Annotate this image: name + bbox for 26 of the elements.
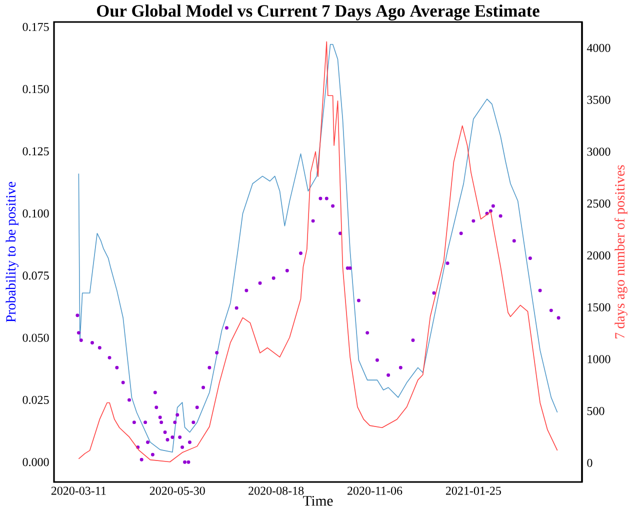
y-tick-label: 0.000 [22, 458, 49, 466]
x-tick-label: 2020-11-06 [348, 486, 402, 495]
x-tick-label: 2021-01-25 [446, 486, 501, 495]
y-tick-label: 0.050 [22, 334, 49, 342]
y-tick-label: 0.175 [22, 22, 49, 32]
y-tick-label: 0.025 [22, 396, 49, 404]
x-tick-label: 2020-03-11 [51, 486, 106, 495]
y2-tick-label: 2000 [587, 251, 610, 260]
y2-tick-label: 500 [587, 406, 604, 416]
x-tick-label: 2020-08-18 [248, 486, 304, 495]
y2-tick-label: 3500 [587, 96, 610, 104]
y2-tick-label: 2500 [587, 200, 610, 208]
y-tick-label: 0.075 [22, 272, 49, 280]
y-tick-label: 0.100 [22, 209, 49, 218]
y2-tick-label: 1000 [588, 355, 610, 364]
chart-title: Our Global Model vs Current 7 Days Ago Average Estimate [96, 4, 540, 20]
x-tick-label: 2020-05-30 [150, 486, 205, 495]
y2-tick-label: 3000 [587, 148, 610, 156]
y2-axis-title: 7 days ago number of positives [614, 165, 628, 338]
y2-tick-label: 0 [587, 458, 592, 467]
x-axis-title: Time [303, 496, 333, 506]
y2-tick-label: 1500 [588, 303, 610, 312]
y-axis-title: Probability to be positive [6, 182, 18, 322]
y-tick-label: 0.150 [22, 85, 49, 94]
y2-tick-label: 4000 [586, 44, 610, 52]
y-tick-label: 0.125 [22, 147, 49, 156]
